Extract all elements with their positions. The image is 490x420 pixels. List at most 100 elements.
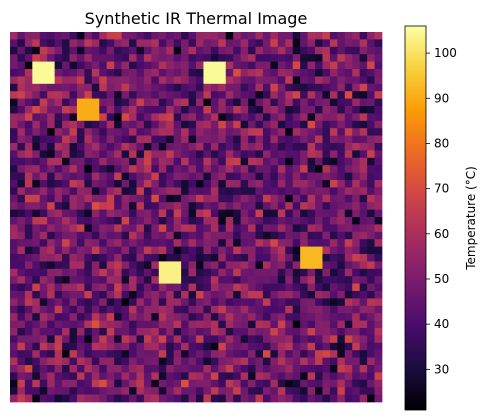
heatmap-cell	[322, 365, 331, 373]
heatmap-cell	[24, 113, 33, 122]
heatmap-cell	[292, 172, 301, 181]
heatmap-cell	[322, 76, 331, 85]
heatmap-cell	[233, 202, 241, 210]
heatmap-cell	[203, 98, 212, 107]
heatmap-cell	[121, 61, 130, 70]
heatmap-cell	[225, 335, 234, 344]
heatmap-cell	[240, 69, 249, 77]
heatmap-cell	[151, 217, 160, 225]
heatmap-cell	[315, 61, 323, 70]
heatmap-cell	[292, 313, 301, 321]
heatmap-cell	[129, 106, 137, 114]
heatmap-cell	[84, 194, 93, 203]
heatmap-cell	[300, 394, 308, 403]
heatmap-cell	[106, 224, 115, 233]
heatmap-cell	[262, 372, 271, 381]
heatmap-cell	[69, 231, 78, 240]
heatmap-cell	[151, 172, 160, 181]
heatmap-cell	[307, 298, 316, 307]
heatmap-cell	[344, 291, 353, 299]
heatmap-cell	[181, 180, 189, 188]
heatmap-cell	[203, 135, 212, 144]
heatmap-cell	[143, 46, 152, 55]
heatmap-cell	[307, 98, 316, 107]
heatmap-cell	[91, 379, 100, 388]
heatmap-cell	[240, 224, 249, 233]
heatmap-cell	[166, 291, 175, 299]
heatmap-cell	[99, 113, 108, 122]
heatmap-cell	[270, 106, 279, 114]
heatmap-cell	[315, 298, 323, 307]
heatmap-cell	[91, 268, 100, 277]
heatmap-cell	[315, 224, 323, 233]
heatmap-cell	[300, 39, 308, 48]
heatmap-cell	[121, 157, 130, 166]
heatmap-cell	[255, 254, 264, 262]
heatmap-cell	[337, 239, 346, 247]
heatmap-cell	[76, 83, 85, 92]
heatmap-cell	[166, 283, 175, 292]
heatmap-cell	[17, 231, 26, 240]
heatmap-cell	[121, 239, 130, 247]
heatmap-cell	[359, 350, 368, 358]
heatmap-cell	[69, 217, 78, 225]
heatmap-cell	[262, 180, 271, 188]
heatmap-cell	[322, 46, 331, 55]
heatmap-cell	[151, 394, 160, 403]
heatmap-cell	[248, 202, 256, 210]
heatmap-cell	[292, 165, 301, 173]
heatmap-cell	[210, 217, 219, 225]
heatmap-cell	[233, 187, 241, 196]
heatmap-cell	[210, 291, 219, 299]
heatmap-cell	[225, 320, 234, 329]
heatmap-cell	[69, 187, 78, 196]
heatmap-cell	[210, 335, 219, 344]
heatmap-cell	[300, 224, 308, 233]
heatmap-cell	[129, 91, 137, 99]
heatmap-cell	[315, 128, 323, 136]
heatmap-cell	[255, 231, 264, 240]
heatmap-cell	[218, 254, 227, 262]
heatmap-cell	[322, 217, 331, 225]
heatmap-cell	[277, 83, 286, 92]
heatmap-cell	[151, 106, 160, 114]
heatmap-cell	[76, 342, 85, 351]
heatmap-cell	[173, 291, 182, 299]
heatmap-cell	[10, 39, 18, 48]
heatmap-cell	[270, 187, 279, 196]
heatmap-cell	[240, 357, 249, 366]
heatmap-cell	[158, 165, 167, 173]
colorbar-tick-label: 70	[434, 182, 449, 196]
heatmap-cell	[99, 209, 108, 218]
heatmap-cell	[300, 91, 308, 99]
heatmap-cell	[166, 202, 175, 210]
heatmap-cell	[196, 313, 204, 321]
heatmap-cell	[352, 350, 361, 358]
heatmap-cell	[337, 187, 346, 196]
heatmap-cell	[106, 313, 115, 321]
heatmap-cell	[158, 106, 167, 114]
heatmap-cell	[337, 276, 346, 284]
heatmap-cell	[69, 320, 78, 329]
heatmap-cell	[315, 305, 323, 314]
heatmap-cell	[47, 283, 55, 292]
heatmap-cell	[225, 128, 234, 136]
heatmap-cell	[322, 165, 331, 173]
heatmap-cell	[84, 128, 93, 136]
heatmap-cell	[136, 372, 145, 381]
heatmap-cell	[233, 106, 241, 114]
heatmap-cell	[196, 217, 204, 225]
heatmap-cell	[344, 32, 353, 40]
heatmap-cell	[300, 328, 308, 336]
heatmap-cell	[322, 239, 331, 247]
heatmap-cell	[374, 283, 383, 292]
colorbar-tick-label: 40	[434, 317, 449, 331]
heatmap-cell	[91, 135, 100, 144]
heatmap-cell	[32, 365, 41, 373]
heatmap-cell	[10, 313, 18, 321]
heatmap-cell	[367, 76, 375, 85]
heatmap-cell	[136, 291, 145, 299]
heatmap-cell	[39, 217, 48, 225]
heatmap-cell	[337, 394, 346, 403]
heatmap-cell	[374, 379, 383, 388]
